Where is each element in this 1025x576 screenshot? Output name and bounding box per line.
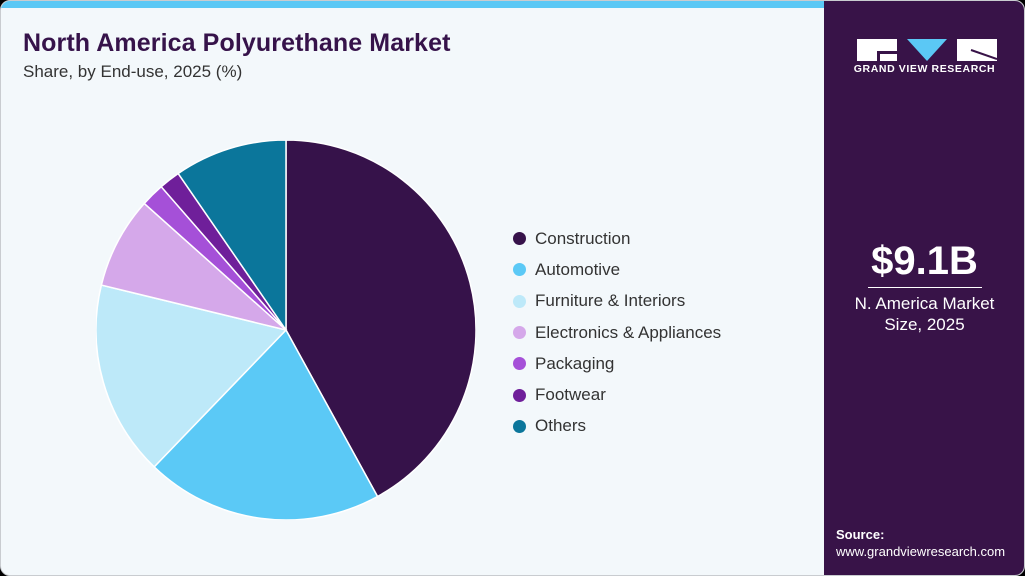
legend-item: Packaging <box>513 348 721 379</box>
legend-label: Footwear <box>535 385 606 405</box>
legend-label: Electronics & Appliances <box>535 322 722 342</box>
legend-item: Furniture & Interiors <box>513 286 721 317</box>
legend-label: Furniture & Interiors <box>535 291 686 311</box>
legend-dot-icon <box>513 263 526 277</box>
market-size-label-line2: Size, 2025 <box>884 315 965 334</box>
logo-text: GRAND VIEW RESEARCH <box>853 63 996 75</box>
chart-subtitle: Share, by End-use, 2025 (%) <box>23 62 243 81</box>
sidebar-panel: GRAND VIEW RESEARCH $9.1B N. America Mar… <box>824 1 1024 575</box>
legend-item: Automotive <box>513 254 721 285</box>
legend-dot-icon <box>513 294 526 308</box>
pie-slice-automotive <box>153 328 379 520</box>
source-url[interactable]: www.grandviewresearch.com <box>836 544 1006 559</box>
legend-label: Others <box>535 416 587 436</box>
legend-dot-icon <box>513 388 526 402</box>
legend-label: Packaging <box>535 353 615 373</box>
legend-item: Footwear <box>513 379 721 410</box>
legend-dot-icon <box>513 326 526 340</box>
legend-label: Construction <box>535 228 631 248</box>
legend-item: Others <box>513 411 721 442</box>
pie-slice-electronics-appliances <box>100 202 287 331</box>
source-label: Source: <box>836 527 885 542</box>
market-size-value: $9.1B <box>871 239 978 283</box>
pie-slice-furniture-interiors <box>96 284 288 468</box>
chart-title: North America Polyurethane Market <box>23 29 451 57</box>
pie-chart <box>96 140 476 520</box>
market-size-label: N. America Market Size, 2025 <box>824 293 1024 335</box>
gvr-logo-icon <box>857 39 997 61</box>
legend-dot-icon <box>513 419 526 433</box>
market-size-label-line1: N. America Market <box>854 294 995 313</box>
legend-dot-icon <box>513 357 526 371</box>
legend-item: Electronics & Appliances <box>513 317 721 348</box>
legend-label: Automotive <box>535 259 621 279</box>
pie-slice-others <box>177 140 287 333</box>
legend-dot-icon <box>513 232 526 246</box>
accent-bar <box>1 1 825 8</box>
chart-legend: Construction Automotive Furniture & Interi… <box>513 223 721 442</box>
pie-slice-construction <box>285 140 476 498</box>
legend-item: Construction <box>513 223 721 254</box>
divider <box>868 287 982 288</box>
